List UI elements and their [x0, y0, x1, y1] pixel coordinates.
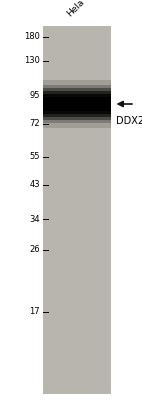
Text: 180: 180: [24, 32, 40, 41]
Bar: [43, 91, 111, 117]
Text: DDX21: DDX21: [116, 116, 142, 126]
Text: 130: 130: [24, 56, 40, 65]
Text: 43: 43: [29, 180, 40, 189]
Text: 72: 72: [29, 120, 40, 128]
Bar: [43, 80, 111, 128]
Bar: [43, 88, 111, 120]
Bar: [43, 94, 111, 114]
Text: 34: 34: [29, 215, 40, 224]
Bar: [43, 26, 111, 394]
Bar: [43, 97, 111, 111]
Text: 26: 26: [29, 246, 40, 254]
Text: 17: 17: [29, 308, 40, 316]
Text: Hela: Hela: [66, 0, 86, 18]
Bar: [43, 99, 111, 109]
Bar: [43, 85, 111, 123]
Text: 55: 55: [29, 152, 40, 161]
Text: 95: 95: [29, 91, 40, 100]
